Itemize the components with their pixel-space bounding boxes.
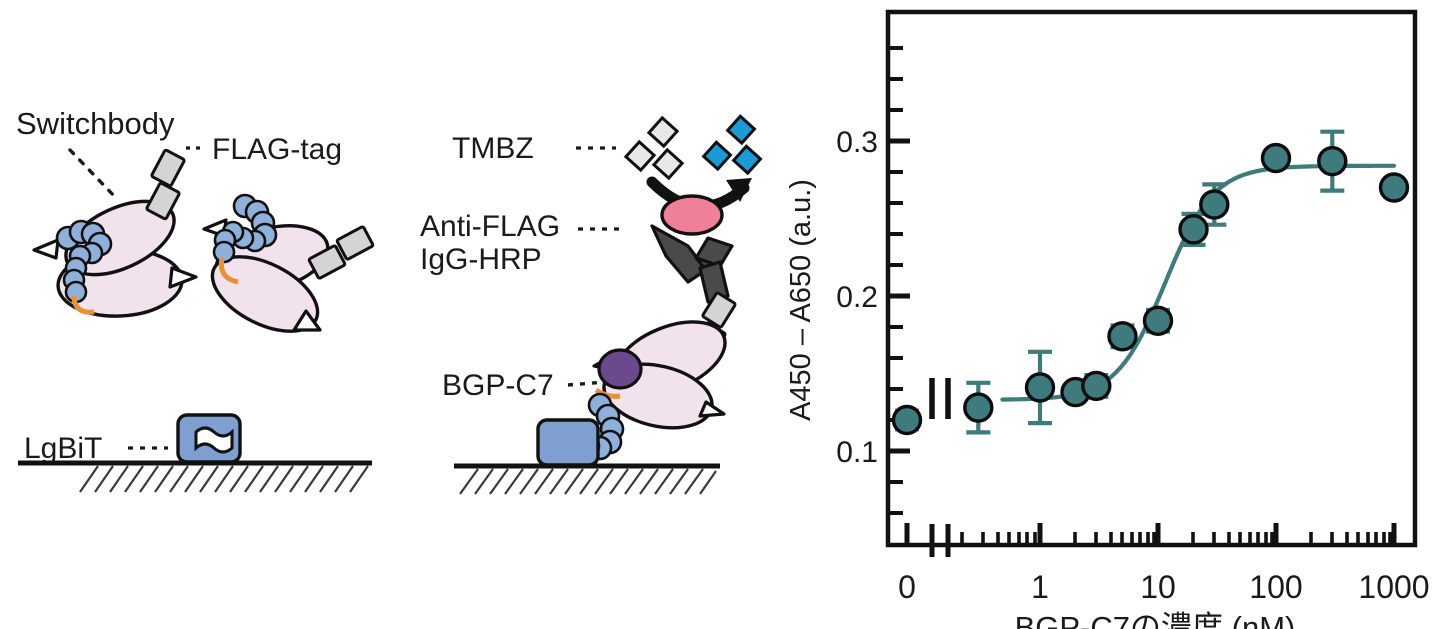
data-point — [1024, 372, 1056, 403]
y-tick-label-0: 0.1 — [836, 436, 878, 469]
x-axis-break-bottom — [929, 524, 951, 557]
plot-frame — [885, 9, 1418, 548]
data-point — [1260, 142, 1292, 174]
surface-left — [18, 460, 372, 493]
switchbody-molecule-left — [32, 148, 198, 318]
y-tick-label-2: 0.3 — [836, 126, 878, 159]
y-axis-title: A450 – A650 (a.u.) — [785, 179, 817, 421]
igg-antibody — [650, 224, 734, 304]
linker-orange-right — [218, 257, 239, 285]
bgp-c7-label: BGP-C7 — [442, 369, 554, 402]
data-point — [1317, 145, 1348, 177]
anti-flag-label-line1: Anti-FLAG — [420, 210, 560, 243]
data-point — [1107, 321, 1138, 352]
surface-middle — [454, 463, 720, 495]
lgbit-block-middle — [536, 418, 600, 467]
peptide-beads-left — [55, 219, 113, 304]
data-point — [963, 392, 994, 423]
anti-flag-label-line2: IgG-HRP — [420, 243, 542, 276]
lgbit-block — [176, 413, 242, 464]
linker-orange-left — [71, 295, 95, 315]
flag-leader-dotted — [68, 148, 120, 202]
flag-tag-boxes-right — [307, 225, 375, 280]
x-tick-label-4: 1000 — [1358, 569, 1429, 605]
data-point — [891, 404, 923, 436]
hrp-enzyme — [660, 194, 724, 236]
x-axis-break-inplot — [929, 378, 951, 419]
data-point — [1081, 370, 1112, 402]
tmbz-label: TMBZ — [452, 132, 534, 165]
x-tick-label-1: 1 — [1031, 569, 1049, 605]
data-point — [1199, 189, 1230, 220]
x-tick-label-2: 10 — [1140, 569, 1176, 605]
left-panel-schematic: Switchbody — [16, 106, 375, 493]
peptide-beads-right — [212, 193, 278, 264]
switchbody-molecule-right — [202, 193, 375, 333]
y-axis-ticks — [888, 46, 910, 515]
flag-tag-boxes-left — [145, 148, 186, 221]
lgbit-label: LgBiT — [24, 432, 102, 465]
tmbz-substrate-squares — [623, 115, 685, 181]
flag-tag-label: FLAG-tag — [212, 133, 342, 166]
plot-data-layer — [891, 129, 1410, 436]
tmbz-product-squares — [701, 114, 763, 176]
switchbody-title: Switchbody — [16, 106, 175, 141]
linker-orange-middle — [594, 387, 621, 399]
x-axis-title: BGP-C7の濃度 (nM) — [1015, 610, 1296, 629]
y-tick-label-1: 0.2 — [836, 281, 878, 314]
x-tick-label-3: 100 — [1249, 569, 1302, 605]
data-point — [1378, 172, 1410, 203]
bgp-c7-leader — [567, 380, 607, 387]
dose-response-chart: A450 – A650 (a.u.) 0.1 — [785, 9, 1430, 629]
fit-curve — [1000, 163, 1397, 402]
data-point — [1178, 214, 1209, 245]
middle-panel-schematic: TMBZ Anti-FLAG IgG-HRP — [420, 114, 763, 495]
data-point — [1142, 305, 1174, 336]
x-tick-label-0: 0 — [898, 569, 916, 605]
antigen-bound-purple — [597, 348, 643, 390]
x-axis-ticks — [904, 523, 1397, 545]
